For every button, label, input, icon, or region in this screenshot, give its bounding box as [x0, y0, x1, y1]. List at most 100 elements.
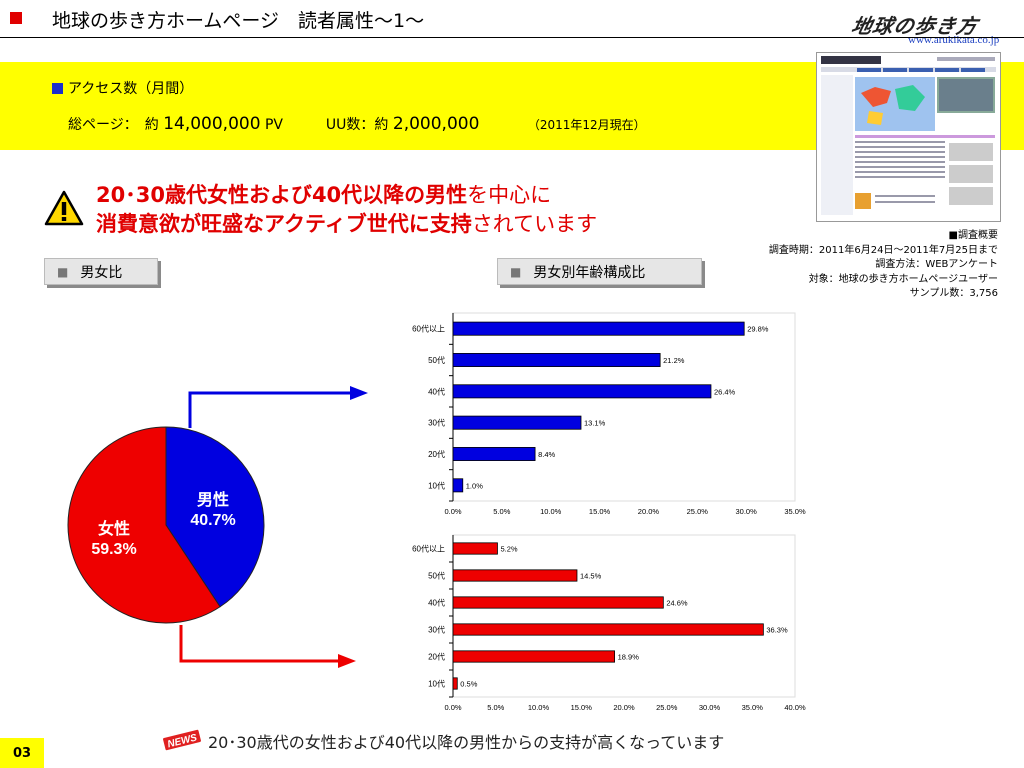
pv-prefix: 総ページ： 約 [68, 117, 159, 133]
x-tick-label: 5.0% [487, 703, 504, 712]
website-thumbnail-image [817, 53, 1000, 221]
x-tick-label: 30.0% [699, 703, 721, 712]
site-url-link[interactable]: www.arukikata.co.jp [908, 34, 1000, 46]
access-heading-text: アクセス数（月間） [68, 81, 194, 97]
x-tick-label: 0.0% [444, 703, 461, 712]
survey-period: 調査時期：2011年6月24日～2011年7月25日まで [768, 244, 998, 256]
category-label: 40代 [428, 598, 445, 608]
bar-value-label: 21.2% [663, 356, 685, 365]
pie-female-name: 女性 [98, 519, 130, 538]
bar [452, 384, 712, 399]
title-bullet [10, 12, 22, 24]
age-composition-label: ■ 男女別年齢構成比 [497, 258, 702, 285]
gender-ratio-label: ■ 男女比 [44, 258, 158, 285]
bar-value-label: 5.2% [500, 545, 517, 554]
pie-slice-female [67, 426, 221, 624]
website-thumbnail [816, 52, 1001, 222]
bar-value-label: 36.3% [766, 626, 788, 635]
category-label: 30代 [428, 418, 445, 428]
gender-ratio-label-text: 男女比 [80, 264, 123, 281]
category-label: 20代 [428, 652, 445, 662]
x-tick-label: 40.0% [784, 703, 806, 712]
survey-heading: ■調査概要 [948, 230, 998, 241]
bar-value-label: 13.1% [584, 419, 606, 428]
x-tick-label: 20.0% [613, 703, 635, 712]
plot-area [452, 534, 796, 698]
title-divider [0, 37, 1024, 38]
x-tick-label: 25.0% [656, 703, 678, 712]
bar-value-label: 1.0% [466, 481, 483, 490]
bar [452, 596, 664, 609]
pv-value: 14,000,000 [163, 114, 261, 134]
x-tick-label: 10.0% [528, 703, 550, 712]
bar-value-label: 18.9% [618, 653, 640, 662]
bar [452, 353, 661, 367]
headline-line2-emphasis: 消費意欲が旺盛なアクティブ世代に支持 [96, 212, 472, 236]
page-number: 03 [0, 738, 44, 768]
uu-prefix: UU数：約 [325, 117, 389, 133]
category-label: 40代 [428, 386, 445, 396]
bar [452, 447, 536, 461]
male-arrow-icon [350, 386, 368, 400]
warning-icon [44, 190, 84, 226]
bar-value-label: 26.4% [714, 387, 736, 396]
as-of-date: （2011年12月現在） [527, 118, 646, 132]
female-arrow-icon [338, 654, 356, 668]
survey-target: 対象：地球の歩き方ホームページユーザー [808, 273, 998, 285]
bar [452, 623, 764, 636]
label-bullet-icon: ■ [510, 264, 522, 279]
survey-method: 調査方法：WEBアンケート [875, 259, 998, 270]
survey-sample: サンプル数：3,756 [909, 288, 998, 299]
age-composition-label-text: 男女別年齢構成比 [533, 264, 646, 281]
category-label: 50代 [428, 571, 445, 581]
bar-value-label: 24.6% [666, 599, 688, 608]
x-tick-label: 35.0% [742, 703, 764, 712]
bar-value-label: 0.5% [460, 680, 477, 689]
x-tick-label: 35.0% [784, 507, 806, 516]
x-tick-label: 15.0% [589, 507, 611, 516]
bar [452, 569, 578, 582]
category-label: 20代 [428, 449, 445, 459]
x-tick-label: 20.0% [638, 507, 660, 516]
x-tick-label: 5.0% [493, 507, 510, 516]
headline: 20･30歳代女性および40代以降の男性を中心に 消費意欲が旺盛なアクティブ世代… [96, 181, 597, 239]
headline-line2-rest: されています [471, 212, 598, 236]
page-title: 地球の歩き方ホームページ 読者属性～1～ [52, 10, 425, 32]
category-label: 30代 [428, 625, 445, 635]
footer-message: 20･30歳代の女性および40代以降の男性からの支持が高くなっています [208, 733, 725, 752]
male-connector-line [188, 391, 350, 428]
male-age-bar-chart: 0.0% 5.0% 10.0% 15.0% 20.0% 25.0% 30.0% 35.0% 60… [412, 312, 806, 516]
bar [452, 321, 745, 336]
access-heading: アクセス数（月間） [52, 78, 193, 98]
female-connector-line [179, 625, 338, 663]
label-bullet-icon: ■ [57, 264, 69, 279]
bar [452, 415, 582, 430]
female-age-bar-chart: 0.0% 5.0% 10.0% 15.0% 20.0% 25.0% 30.0% 35.0% 40… [412, 534, 806, 712]
pie-male-value: 40.7% [190, 512, 235, 529]
x-tick-label: 10.0% [540, 507, 562, 516]
category-label: 50代 [428, 355, 445, 365]
x-tick-label: 15.0% [571, 703, 593, 712]
bar [452, 478, 464, 493]
survey-overview: ■調査概要 調査時期：2011年6月24日～2011年7月25日まで 調査方法：… [769, 229, 998, 302]
x-tick-label: 25.0% [687, 507, 709, 516]
headline-line1-rest: を中心に [467, 183, 552, 207]
uu-value: 2,000,000 [392, 114, 480, 134]
category-label: 10代 [428, 480, 445, 490]
bar [452, 677, 458, 690]
x-tick-label: 0.0% [444, 507, 461, 516]
gender-pie-chart: 男性 40.7% 女性 59.3% [67, 426, 265, 624]
headline-line1-emphasis: 20･30歳代女性および40代以降の男性 [96, 183, 468, 207]
bar-value-label: 14.5% [580, 572, 602, 581]
category-label: 10代 [428, 679, 445, 689]
category-label: 60代以上 [412, 324, 445, 334]
bar-value-label: 29.8% [747, 325, 769, 334]
bar [452, 650, 615, 663]
category-label: 60代以上 [412, 544, 445, 554]
pie-female-value: 59.3% [91, 541, 136, 558]
pie-male-name: 男性 [197, 490, 229, 509]
access-stats: 総ページ： 約 14,000,000 PV UU数：約 2,000,000 （2… [68, 114, 646, 134]
pv-unit: PV [264, 117, 284, 133]
bar-value-label: 8.4% [538, 450, 555, 459]
x-tick-label: 30.0% [736, 507, 758, 516]
